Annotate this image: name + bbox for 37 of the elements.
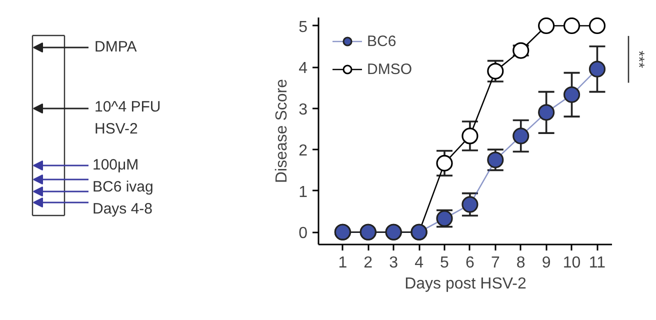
point: [462, 128, 478, 144]
x-tick-label: 6: [466, 254, 475, 272]
x-tick-label: 7: [490, 254, 500, 272]
x-tick-label: 9: [542, 254, 551, 272]
point: [588, 60, 606, 78]
x-tick-label: 11: [588, 254, 606, 272]
point: [563, 18, 580, 34]
y-tick-label: 1: [298, 184, 308, 201]
y-axis-title: Disease Score: [274, 78, 291, 184]
y-tick-label: 3: [298, 101, 308, 118]
text: ***: [630, 50, 647, 68]
text: DMPA: [94, 38, 137, 56]
point: [462, 196, 478, 213]
y-tick-label: 2: [298, 142, 308, 160]
x-tick-label: 2: [364, 254, 373, 272]
y-tick-label: 0: [298, 225, 308, 242]
x-tick-label: 10: [562, 254, 581, 272]
y-tick-label: 4: [298, 60, 308, 78]
x-tick-label: 1: [338, 254, 348, 272]
text: 10^4 PFU HSV-2: [94, 98, 161, 138]
legend-label: BC6: [367, 32, 396, 50]
point: [436, 154, 453, 172]
x-axis-title: Days post HSV-2: [404, 276, 527, 292]
point: [487, 152, 504, 168]
x-tick-label: 3: [389, 254, 398, 272]
legend-label: DMSO: [367, 60, 412, 78]
text: 100μM BC6 ivag Days 4-8: [92, 156, 154, 218]
point: [563, 86, 580, 103]
x-tick-label: 4: [414, 254, 424, 272]
point: [538, 104, 555, 121]
point: [538, 18, 555, 34]
x-tick-label: 5: [440, 254, 450, 272]
point: [512, 128, 530, 144]
y-tick-label: 5: [298, 18, 308, 36]
point: [588, 18, 606, 34]
point: [487, 62, 504, 80]
x-tick-label: 8: [516, 254, 526, 272]
